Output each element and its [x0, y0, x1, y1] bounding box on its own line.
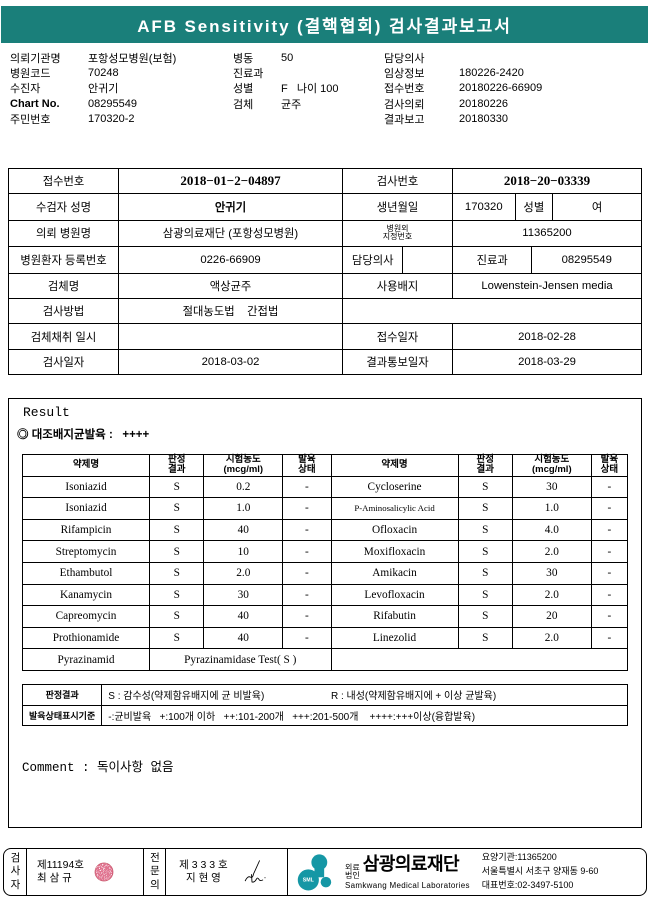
svg-text:SML: SML: [303, 878, 315, 884]
